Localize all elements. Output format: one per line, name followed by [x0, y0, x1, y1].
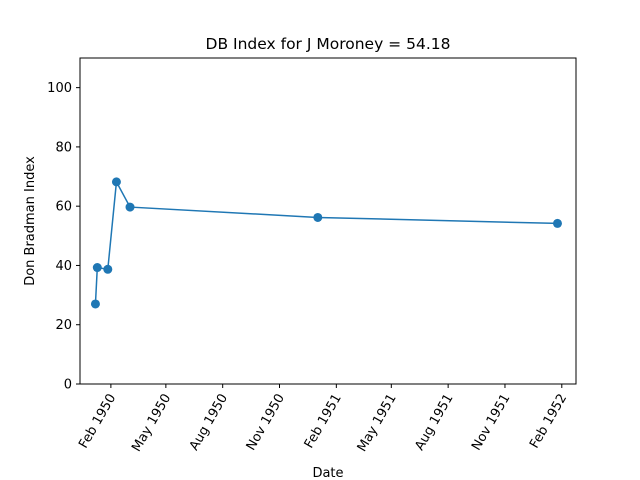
- y-axis-label: Don Bradman Index: [23, 156, 38, 286]
- x-tick-label-6: Aug 1951: [412, 392, 456, 454]
- x-tick-label-4: Feb 1951: [302, 392, 345, 452]
- data-point-4: [125, 202, 135, 212]
- x-tick-label-5: May 1951: [355, 392, 400, 455]
- x-tick-label-8: Feb 1952: [527, 392, 570, 452]
- x-tick-label-1: May 1950: [129, 392, 174, 455]
- data-point-6: [552, 218, 562, 228]
- x-tick-label-2: Aug 1950: [187, 392, 231, 454]
- data-point-5: [313, 212, 323, 222]
- y-tick-label-1: 20: [55, 318, 72, 333]
- x-axis: Feb 1950 May 1950 Aug 1950 Nov 1950 Feb 1951…: [76, 384, 570, 455]
- y-tick-label-2: 40: [55, 259, 72, 274]
- y-tick-label-5: 100: [47, 81, 72, 96]
- y-axis: 0 20 40 60 80 100: [47, 81, 80, 393]
- data-point-1: [92, 263, 102, 273]
- y-tick-label-4: 80: [55, 140, 72, 155]
- y-tick-label-3: 60: [55, 200, 72, 215]
- x-axis-label: Date: [312, 466, 343, 480]
- series-line-0: [94, 179, 558, 305]
- series-layer: [90, 177, 562, 309]
- data-point-0: [90, 299, 100, 309]
- chart-title: DB Index for J Moroney = 54.18: [206, 35, 451, 53]
- x-tick-label-0: Feb 1950: [76, 392, 119, 452]
- y-tick-label-0: 0: [64, 378, 72, 393]
- x-tick-label-3: Nov 1950: [244, 392, 288, 454]
- x-tick-label-7: Nov 1951: [469, 392, 513, 454]
- data-point-3: [111, 177, 121, 187]
- plot-frame: [79, 57, 577, 385]
- plot-area: [79, 57, 577, 385]
- data-point-2: [103, 264, 113, 274]
